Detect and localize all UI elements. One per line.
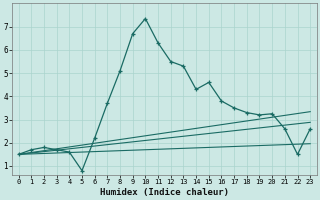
X-axis label: Humidex (Indice chaleur): Humidex (Indice chaleur) — [100, 188, 229, 197]
